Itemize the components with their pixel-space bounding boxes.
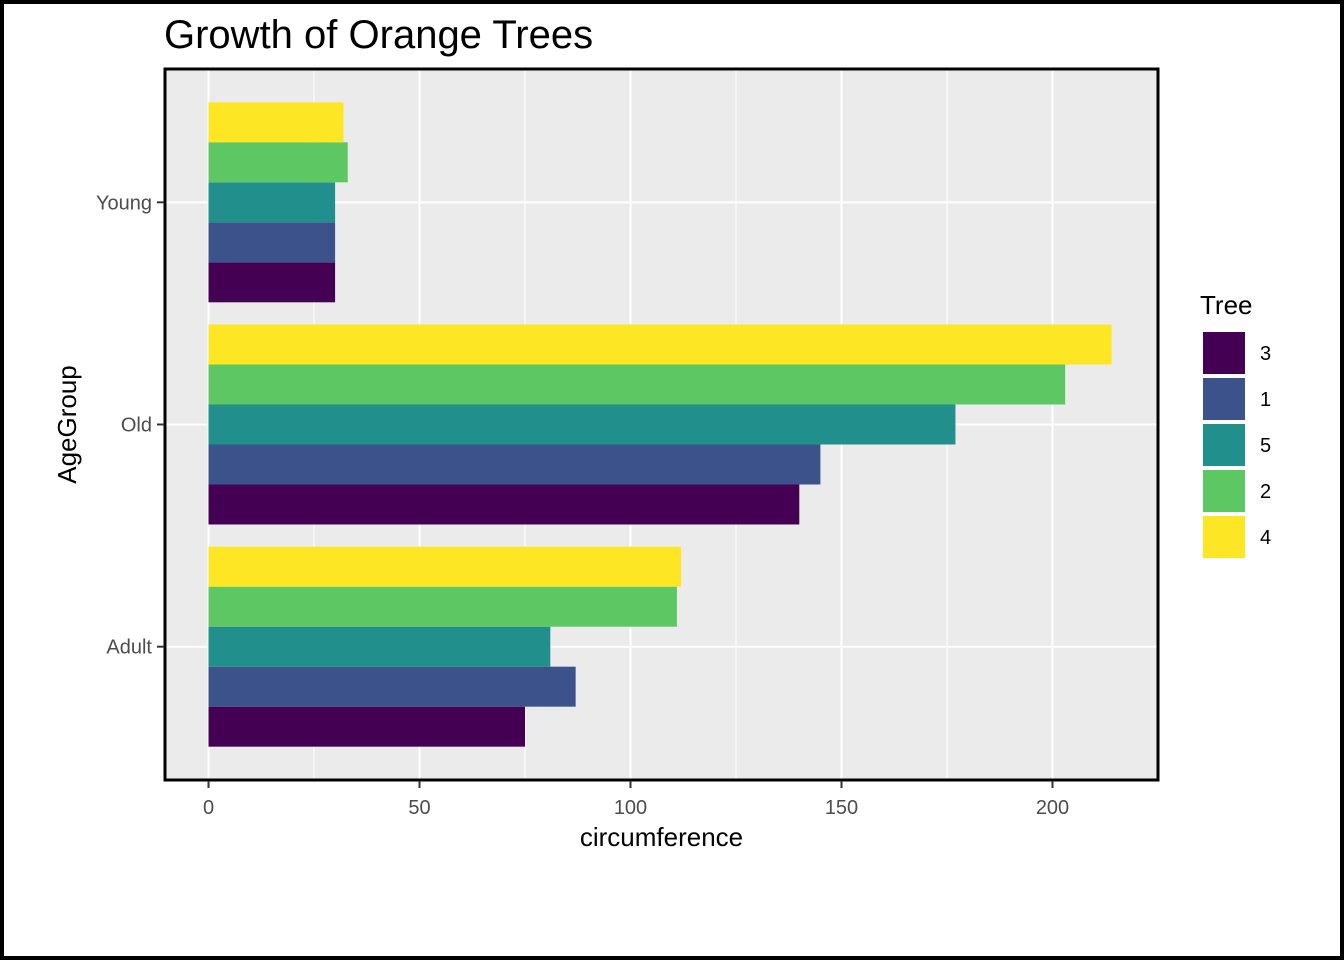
- bar-adult-tree-4: [208, 546, 682, 587]
- bar-young-tree-5: [208, 182, 336, 223]
- legend-label: 3: [1260, 343, 1271, 365]
- x-axis: 0 50 100 150 200: [203, 781, 1069, 819]
- legend-label: 2: [1260, 481, 1271, 503]
- legend-key-tree-1: [1201, 376, 1247, 422]
- x-axis-title: circumference: [580, 822, 743, 852]
- x-tick-label: 100: [614, 797, 647, 819]
- bar-young-tree-4: [208, 102, 344, 143]
- y-axis: Adult Old Young: [96, 192, 164, 659]
- bar-old-tree-1: [208, 444, 821, 485]
- legend-label: 5: [1260, 435, 1271, 457]
- x-tick-label: 150: [825, 797, 858, 819]
- chart-title: Growth of Orange Trees: [164, 13, 593, 57]
- y-tick-label: Adult: [106, 637, 152, 659]
- bar-adult-tree-3: [208, 706, 525, 747]
- bar-young-tree-1: [208, 222, 336, 263]
- x-tick-label: 200: [1036, 797, 1069, 819]
- legend: Tree 3 1 5 2 4: [1200, 290, 1271, 560]
- bar-chart: Growth of Orange Trees 0 50 100 150 200 Adul…: [52, 13, 1271, 852]
- legend-key-tree-3: [1201, 330, 1247, 376]
- bar-adult-tree-1: [208, 666, 576, 707]
- x-tick-label: 0: [203, 797, 214, 819]
- bar-old-tree-2: [208, 364, 1066, 405]
- bar-old-tree-3: [208, 484, 800, 525]
- bar-old-tree-4: [208, 324, 1112, 365]
- bar-old-tree-5: [208, 404, 956, 445]
- legend-label: 4: [1260, 527, 1271, 549]
- bars: [208, 102, 1112, 747]
- legend-title: Tree: [1200, 290, 1253, 320]
- legend-key-tree-2: [1201, 468, 1247, 514]
- bar-adult-tree-2: [208, 586, 677, 627]
- legend-label: 1: [1260, 389, 1271, 411]
- bar-young-tree-2: [208, 142, 348, 183]
- x-tick-label: 50: [408, 797, 430, 819]
- y-axis-title: AgeGroup: [52, 365, 82, 484]
- y-tick-label: Young: [96, 192, 152, 214]
- bar-young-tree-3: [208, 262, 336, 303]
- y-tick-label: Old: [121, 415, 152, 437]
- plot-border: [163, 67, 1160, 782]
- legend-key-tree-4: [1201, 514, 1247, 560]
- bar-adult-tree-5: [208, 626, 551, 667]
- legend-key-tree-5: [1201, 422, 1247, 468]
